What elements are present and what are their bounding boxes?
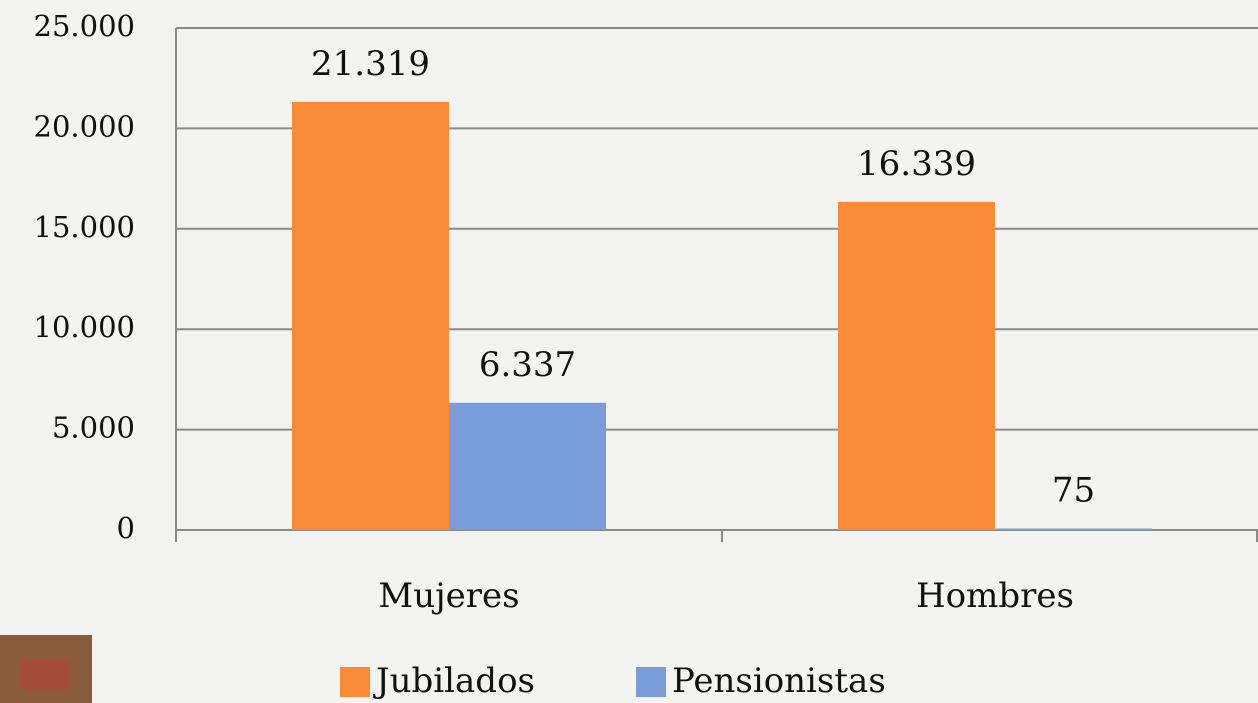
y-tick-label: 5.000 (52, 411, 135, 445)
page: 0 5.000 10.000 15.000 20.000 25.000 Mujeres 21.… (0, 0, 1258, 703)
bar (995, 528, 1152, 530)
value-label: 75 (1052, 470, 1095, 510)
y-tick-label: 25.000 (34, 9, 135, 43)
legend-label: Jubilados (373, 661, 535, 701)
bar (838, 202, 995, 530)
y-tick-label: 20.000 (34, 109, 135, 143)
x-tick-label: Hombres (916, 576, 1074, 616)
legend-label: Pensionistas (672, 661, 886, 701)
x-tick-label: Mujeres (378, 576, 519, 616)
y-tick-label: 15.000 (34, 210, 135, 244)
bar (292, 102, 449, 530)
value-label: 21.319 (311, 44, 430, 84)
y-tick-label: 10.000 (34, 310, 135, 344)
chart: 0 5.000 10.000 15.000 20.000 25.000 Mujeres 21.… (0, 0, 1258, 703)
bar (449, 403, 606, 530)
legend-swatch (340, 667, 370, 697)
value-label: 6.337 (479, 345, 576, 385)
value-label: 16.339 (857, 144, 976, 184)
legend-swatch (636, 667, 666, 697)
y-tick-label: 0 (117, 511, 135, 545)
corner-photo-detail (20, 660, 70, 690)
